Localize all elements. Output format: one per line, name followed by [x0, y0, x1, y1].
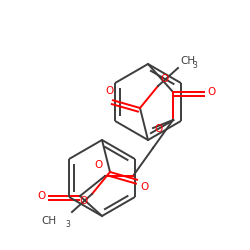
Text: CH: CH [180, 56, 195, 66]
Text: O: O [207, 87, 215, 97]
Text: O: O [106, 86, 114, 96]
Text: O: O [155, 124, 163, 134]
Text: O: O [160, 74, 168, 84]
Text: CH: CH [41, 216, 56, 226]
Text: O: O [140, 182, 148, 192]
Text: 3: 3 [65, 220, 70, 229]
Text: O: O [80, 196, 88, 206]
Text: O: O [95, 160, 103, 170]
Text: O: O [38, 191, 46, 201]
Text: 3: 3 [192, 61, 197, 70]
